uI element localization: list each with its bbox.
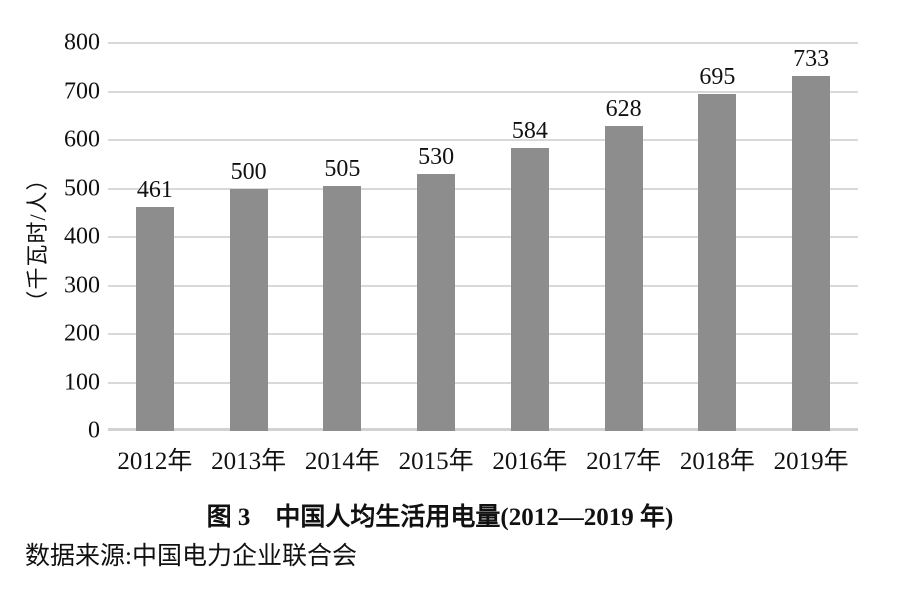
y-tick-label-100: 100 — [64, 369, 100, 396]
y-tick-label-500: 500 — [64, 175, 100, 202]
bar-value-label-2018年: 695 — [699, 63, 736, 90]
bar-value-label-2012年: 461 — [136, 177, 173, 204]
bar-2014年 — [323, 186, 362, 431]
x-tick-label-2017年: 2017年 — [586, 448, 662, 475]
y-tick-label-600: 600 — [64, 126, 100, 153]
gridline-200 — [108, 333, 858, 335]
x-tick-label-2012年: 2012年 — [117, 448, 193, 475]
x-tick-label-2016年: 2016年 — [492, 448, 568, 475]
gridline-700 — [108, 90, 858, 93]
bar-value-label-2019年: 733 — [793, 45, 830, 72]
plot-area: 461 2012年 500 2013年 505 2014年 530 2015年 584 2016年… — [108, 42, 858, 475]
y-tick-label-0: 0 — [88, 417, 100, 444]
y-tick-label-800: 800 — [64, 29, 100, 56]
x-tick-label-2015年: 2015年 — [398, 448, 474, 475]
y-tick-label-400: 400 — [64, 223, 100, 250]
bar-value-label-2014年: 505 — [324, 156, 361, 183]
y-tick-label-200: 200 — [64, 320, 100, 347]
bar-value-label-2017年: 628 — [605, 96, 642, 123]
bar-2019年 — [792, 75, 831, 431]
x-tick-label-2013年: 2013年 — [211, 448, 287, 475]
y-axis-ticks: 0 100 200 300 400 500 600 700 800 — [0, 31, 100, 443]
x-axis-line — [108, 428, 858, 431]
gridline-300 — [108, 284, 858, 287]
y-tick-label-700: 700 — [64, 78, 100, 105]
gridline-100 — [108, 381, 858, 384]
bar-2017年 — [604, 126, 643, 431]
bar-2015年 — [417, 173, 456, 431]
x-tick-label-2018年: 2018年 — [679, 448, 755, 475]
gridline-400 — [108, 236, 858, 238]
bar-value-label-2015年: 530 — [418, 143, 455, 170]
data-source-note: 数据来源:中国电力企业联合会 — [25, 543, 357, 570]
gridline-800 — [108, 42, 858, 44]
bar-value-label-2013年: 500 — [230, 158, 267, 185]
bar-2013年 — [229, 188, 268, 431]
bar-2012年 — [135, 207, 174, 431]
figure-caption: 图 3 中国人均生活用电量(2012—2019 年) — [206, 504, 674, 531]
x-tick-label-2019年: 2019年 — [773, 448, 849, 475]
y-tick-label-300: 300 — [64, 272, 100, 299]
gridline-500 — [108, 187, 858, 190]
bar-2016年 — [510, 147, 549, 431]
bar-value-label-2016年: 584 — [511, 117, 548, 144]
gridline-600 — [108, 139, 858, 141]
bar-2018年 — [698, 93, 737, 431]
x-tick-label-2014年: 2014年 — [304, 448, 380, 475]
